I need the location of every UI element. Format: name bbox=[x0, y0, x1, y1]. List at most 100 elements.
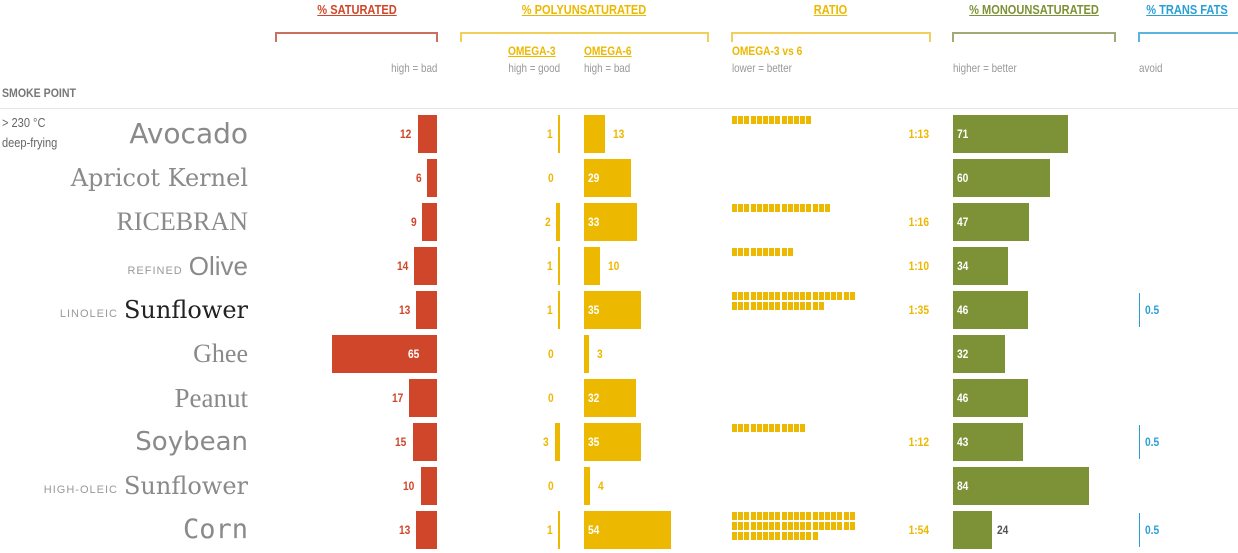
ratio-block bbox=[818, 302, 824, 310]
saturated-bar bbox=[427, 159, 437, 197]
ratio-block bbox=[849, 292, 855, 300]
omega3-value: 0 bbox=[548, 171, 554, 185]
ratio-block bbox=[818, 522, 824, 530]
trans-value: 0.5 bbox=[1145, 523, 1160, 537]
ratio-block bbox=[787, 522, 793, 530]
omega6-value: 35 bbox=[588, 435, 600, 449]
omega3-value: 1 bbox=[546, 127, 553, 141]
mono-header: % MONOUNSATURATED bbox=[969, 2, 1099, 17]
ratio-block bbox=[781, 512, 787, 520]
mono-value: 32 bbox=[957, 347, 969, 361]
omega6-bar bbox=[584, 335, 589, 373]
ratio-block bbox=[775, 522, 781, 530]
ratio-block bbox=[756, 292, 762, 300]
ratio-block bbox=[806, 302, 812, 310]
oil-name-label: Sunflower bbox=[123, 472, 248, 500]
ratio-block bbox=[769, 248, 775, 256]
ratio-header: RATIO bbox=[813, 2, 848, 17]
omega3-bar bbox=[556, 203, 560, 241]
omega3-value: 1 bbox=[546, 259, 553, 273]
mono-value: 24 bbox=[996, 523, 1009, 537]
ratio-block bbox=[837, 512, 843, 520]
omega6-value: 32 bbox=[588, 391, 600, 405]
header-divider bbox=[0, 108, 1238, 109]
ratio-block bbox=[781, 424, 787, 432]
ratio-block bbox=[763, 292, 768, 300]
mono-bar bbox=[953, 203, 1030, 241]
saturated-value: 10 bbox=[403, 479, 415, 493]
oil-variant-label: REFINED bbox=[127, 264, 183, 277]
omega6-bar bbox=[584, 511, 672, 549]
trans-value: 0.5 bbox=[1145, 435, 1160, 449]
ratio-block bbox=[787, 302, 793, 310]
ratio-block bbox=[769, 204, 775, 212]
oil-name: Apricot Kernel bbox=[71, 159, 248, 197]
ratio-block bbox=[831, 522, 837, 530]
ratio-block bbox=[775, 512, 781, 520]
omega6-bar bbox=[584, 203, 638, 241]
ratio-block bbox=[732, 522, 737, 530]
ratio-block bbox=[744, 302, 750, 310]
omega6-value: 35 bbox=[588, 303, 600, 317]
ratio-block bbox=[849, 522, 855, 530]
omega3-header: OMEGA-3 bbox=[508, 44, 556, 58]
saturated-bar bbox=[414, 247, 437, 285]
ratio-block bbox=[732, 532, 737, 540]
saturated-bar bbox=[331, 335, 437, 373]
saturated-bar bbox=[412, 423, 437, 461]
saturated-note: high = bad bbox=[390, 61, 437, 75]
ratio-block bbox=[775, 424, 781, 432]
ratio-block bbox=[800, 302, 806, 310]
ratio-bracket bbox=[731, 32, 931, 42]
ratio-block bbox=[775, 248, 781, 256]
omega6-value: 10 bbox=[608, 259, 620, 273]
ratio-block bbox=[806, 116, 812, 124]
ratio-block bbox=[794, 302, 799, 310]
saturated-bracket bbox=[275, 32, 438, 42]
omega3-bar bbox=[558, 291, 560, 329]
omega6-bar bbox=[584, 291, 641, 329]
ratio-block bbox=[812, 512, 818, 520]
mono-bracket bbox=[952, 32, 1116, 42]
oil-variant-label: LINOLEIC bbox=[59, 307, 118, 320]
ratio-block bbox=[781, 302, 787, 310]
ratio-value: 1:54 bbox=[908, 523, 929, 537]
ratio-block bbox=[738, 116, 744, 124]
ratio-block bbox=[750, 292, 756, 300]
saturated-value: 9 bbox=[410, 215, 417, 229]
saturated-value: 12 bbox=[400, 127, 412, 141]
ratio-block bbox=[825, 292, 830, 300]
ratio-block bbox=[738, 248, 744, 256]
omega6-bar bbox=[584, 423, 641, 461]
mono-value: 84 bbox=[957, 479, 969, 493]
ratio-block bbox=[750, 248, 756, 256]
ratio-block bbox=[812, 292, 818, 300]
ratio-block bbox=[794, 116, 799, 124]
ratio-block bbox=[818, 292, 824, 300]
ratio-block bbox=[744, 248, 750, 256]
ratio-block bbox=[800, 522, 806, 530]
ratio-block bbox=[806, 522, 812, 530]
omega6-value: 3 bbox=[596, 347, 603, 361]
ratio-value: 1:16 bbox=[908, 215, 929, 229]
ratio-block bbox=[787, 292, 793, 300]
saturated-value: 13 bbox=[398, 523, 410, 537]
ratio-block bbox=[738, 522, 744, 530]
smoke-point-use: deep-frying bbox=[2, 135, 58, 150]
mono-bar bbox=[953, 115, 1069, 153]
saturated-bar bbox=[409, 379, 437, 417]
oil-name: Corn bbox=[183, 511, 248, 549]
mono-value: 47 bbox=[957, 215, 969, 229]
ratio-block bbox=[744, 292, 750, 300]
ratio-block bbox=[738, 532, 744, 540]
ratio-block bbox=[794, 204, 799, 212]
oil-name: Ghee bbox=[193, 335, 248, 373]
mono-value: 43 bbox=[957, 435, 969, 449]
omega3-value: 0 bbox=[548, 347, 554, 361]
mono-value: 71 bbox=[957, 127, 969, 141]
ratio-block bbox=[763, 522, 768, 530]
ratio-block bbox=[806, 292, 812, 300]
mono-bar bbox=[953, 511, 992, 549]
ratio-block bbox=[775, 292, 781, 300]
ratio-block bbox=[781, 532, 787, 540]
